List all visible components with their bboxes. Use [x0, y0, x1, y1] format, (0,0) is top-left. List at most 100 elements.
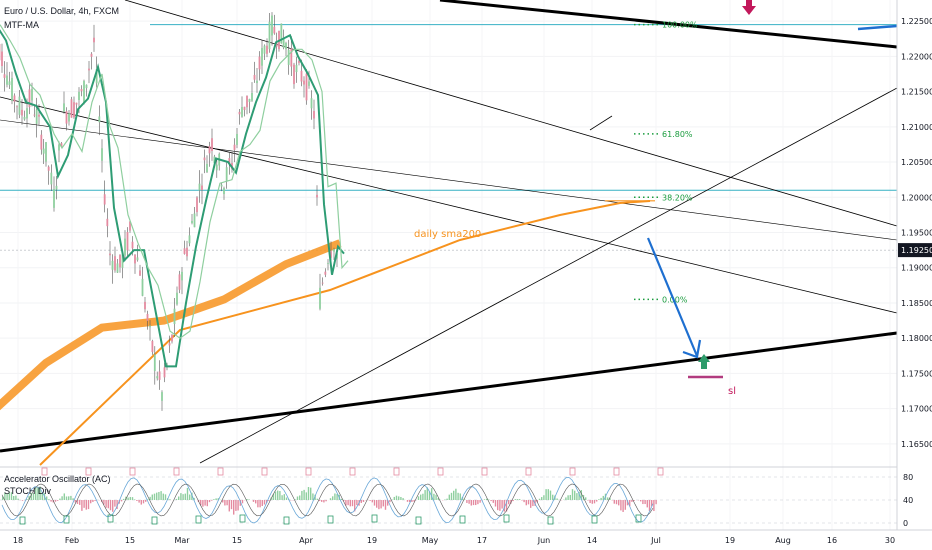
- time-tick-label: Feb: [65, 536, 79, 545]
- ac-bar: [580, 490, 582, 500]
- ac-bar: [41, 492, 43, 500]
- ac-bar: [435, 494, 437, 500]
- ac-bar: [30, 492, 32, 500]
- ac-bar: [226, 500, 228, 506]
- candle-body: [153, 354, 156, 372]
- ac-bar: [406, 500, 409, 502]
- ac-bar: [213, 499, 215, 500]
- candle-body: [201, 185, 203, 191]
- ac-bar: [549, 490, 552, 500]
- ac-bar: [296, 496, 299, 500]
- candle-body: [13, 95, 16, 102]
- ac-bar: [162, 493, 164, 500]
- candle-body: [95, 69, 98, 84]
- ac-bar: [125, 496, 127, 500]
- ac-bar: [613, 500, 615, 504]
- ac-bar: [343, 500, 345, 502]
- candle-body: [149, 325, 151, 328]
- candle-body: [163, 367, 166, 378]
- candle-body: [285, 43, 287, 50]
- ac-bar: [593, 500, 596, 504]
- price-axis[interactable]: 1.16500 1.17000 1.17500 1.18000 1.18500 1.190…: [896, 0, 932, 530]
- time-tick-label: Aug: [775, 536, 791, 545]
- candle-body: [23, 116, 26, 120]
- candle-body: [70, 99, 73, 118]
- ac-bar: [596, 500, 598, 502]
- ac-bar: [17, 498, 19, 500]
- divergence-marker: [239, 514, 246, 523]
- oscillator-label-stoch[interactable]: STOCH Div: [4, 486, 51, 496]
- projection-arrowhead: [682, 339, 702, 359]
- divergence-marker: [85, 467, 92, 476]
- ac-bar: [114, 500, 116, 507]
- ac-bar: [336, 494, 338, 500]
- candle-body: [18, 96, 21, 115]
- ac-bar: [120, 500, 123, 502]
- ac-bar: [32, 493, 35, 500]
- candle-body: [215, 164, 218, 171]
- candle-body: [35, 109, 38, 124]
- ac-bar: [332, 496, 334, 500]
- ac-bar: [83, 500, 85, 508]
- ac-bar: [633, 500, 635, 501]
- ac-bar: [468, 500, 470, 504]
- ac-bar: [574, 490, 576, 500]
- candle-body: [178, 274, 181, 290]
- time-axis[interactable]: 18 Feb 15 Mar 15 Apr 19 May 17 Jun 14 Jul 19 Aug 16 30: [0, 529, 932, 545]
- candle-body: [238, 111, 241, 115]
- ac-bar: [6, 493, 8, 500]
- candle-body: [261, 48, 263, 66]
- candle-body: [40, 134, 43, 150]
- candle-body: [213, 156, 216, 164]
- divergence-marker: [107, 514, 114, 523]
- candle-body: [3, 74, 6, 78]
- ac-bar: [2, 496, 4, 500]
- ac-bar: [552, 494, 554, 500]
- candle-body: [330, 251, 332, 258]
- ac-bar: [642, 500, 644, 505]
- ac-bar: [235, 500, 237, 511]
- ac-bar: [356, 500, 358, 506]
- divergence-marker: [437, 467, 444, 476]
- ac-bar: [340, 498, 343, 500]
- time-tick-label: 18: [13, 536, 23, 545]
- ac-bar: [426, 487, 428, 500]
- candle-body: [109, 253, 111, 256]
- price-tick-label: 1.19500: [901, 229, 932, 238]
- ac-bar: [413, 500, 415, 502]
- divergence-marker: [41, 467, 48, 476]
- ac-bar: [402, 498, 404, 500]
- time-tick-label: 17: [477, 536, 487, 545]
- ac-bar: [499, 500, 501, 511]
- candle-body: [101, 148, 103, 161]
- candle-body: [26, 108, 28, 119]
- indicator-label[interactable]: MTF-MA: [4, 20, 39, 30]
- price-tick-label: 1.17000: [901, 405, 932, 414]
- ac-bar: [160, 491, 162, 500]
- ascending-trendline-2: [0, 119, 898, 241]
- candle-body: [156, 376, 159, 379]
- divergence-marker: [305, 467, 312, 476]
- candle-body: [103, 194, 106, 205]
- oscillator-label-ac[interactable]: Accelerator Oscillator (AC): [4, 474, 111, 484]
- time-tick-label: 15: [232, 536, 242, 545]
- ac-bar: [127, 497, 129, 500]
- ac-bar: [285, 497, 288, 500]
- ac-bar: [459, 493, 461, 500]
- ac-bar: [472, 500, 475, 506]
- ac-bar: [585, 497, 587, 500]
- symbol-title[interactable]: Euro / U.S. Dollar, 4h, FXCM: [4, 6, 120, 16]
- candle-body: [6, 75, 8, 85]
- ac-bar: [461, 496, 464, 500]
- ac-bar: [512, 500, 514, 502]
- ac-bar: [321, 500, 323, 502]
- candle-body: [208, 146, 211, 154]
- ac-bar: [248, 499, 250, 500]
- ac-bar: [191, 492, 193, 500]
- ac-bar: [186, 487, 189, 500]
- ac-bar: [136, 500, 138, 501]
- candle-body: [63, 103, 65, 112]
- sell-marker-down-arrow: [742, 0, 756, 15]
- ac-bar: [92, 500, 94, 502]
